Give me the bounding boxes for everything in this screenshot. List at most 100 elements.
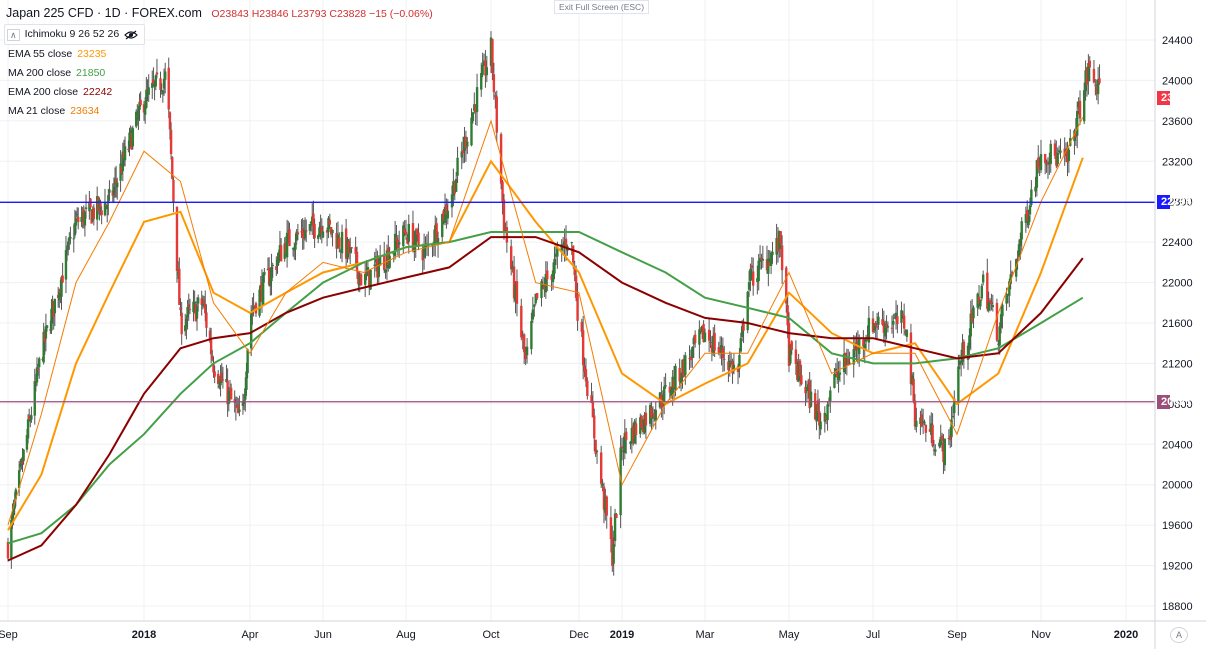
eye-hidden-icon[interactable] xyxy=(124,30,139,40)
candle-body xyxy=(757,260,760,282)
series-line-ema-200-close xyxy=(7,236,1084,562)
candle-body xyxy=(842,353,846,373)
x-tick-label: Jun xyxy=(314,629,332,641)
symbol-title[interactable]: Japan 225 CFD · 1D · FOREX.com xyxy=(6,6,202,20)
exit-fullscreen-button[interactable]: Exit Full Screen (ESC) xyxy=(554,0,650,14)
candle-body xyxy=(121,151,125,172)
candle-body xyxy=(318,227,321,237)
candle-body xyxy=(270,266,273,282)
candle-body xyxy=(336,234,340,249)
candle-body xyxy=(294,243,297,250)
y-tick-label: 20000 xyxy=(1162,480,1193,492)
candle-body xyxy=(790,341,793,351)
candle-body xyxy=(904,331,907,334)
candle-body xyxy=(350,247,353,249)
candle-body xyxy=(525,346,529,356)
candle-body xyxy=(678,367,681,382)
indicator-ema200[interactable]: EMA 200 close 22242 xyxy=(4,83,145,102)
auto-scale-button[interactable]: A xyxy=(1170,627,1188,643)
y-tick-label: 19600 xyxy=(1162,520,1193,532)
indicator-ichimoku[interactable]: ∧ Ichimoku 9 26 52 26 xyxy=(4,24,146,45)
candle-body xyxy=(369,269,372,290)
candle-body xyxy=(1053,143,1057,156)
candle-body xyxy=(60,277,63,297)
candle-body xyxy=(815,403,818,422)
candle-body xyxy=(612,544,615,564)
candle-body xyxy=(671,376,674,394)
indicator-ma21[interactable]: MA 21 close 23634 xyxy=(4,102,145,121)
y-tick-label: 21600 xyxy=(1162,318,1193,330)
collapse-legend-icon[interactable]: ∧ xyxy=(7,28,20,41)
ohlc-change: −15 (−0.06%) xyxy=(369,8,433,20)
candle-body xyxy=(186,306,189,318)
candle-body xyxy=(374,256,378,263)
candle-body xyxy=(417,232,420,247)
y-tick-label: 24000 xyxy=(1162,75,1193,87)
candle-body xyxy=(663,386,666,406)
candle-body xyxy=(896,316,899,325)
candle-body xyxy=(740,326,744,337)
candle-body xyxy=(727,361,730,371)
candle-body xyxy=(61,275,64,283)
candle-body xyxy=(363,273,367,285)
candle-body xyxy=(338,237,341,248)
candle-body xyxy=(674,365,677,390)
candle-body xyxy=(632,425,635,444)
candle-body xyxy=(961,342,964,362)
candle-body xyxy=(10,520,13,559)
candle-body xyxy=(64,250,68,280)
candle-body xyxy=(473,104,476,111)
candle-body xyxy=(339,250,342,252)
candle-body xyxy=(1034,186,1037,192)
candle-body xyxy=(900,310,903,323)
candle-body xyxy=(613,513,617,541)
candle-body xyxy=(19,464,22,467)
price-tag: 20821 xyxy=(1157,394,1192,409)
candle-body xyxy=(485,67,489,76)
candle-body xyxy=(229,387,233,400)
candle-body xyxy=(233,399,236,403)
candle-body xyxy=(688,358,691,360)
candle-body xyxy=(881,319,884,325)
candle-body xyxy=(269,278,272,287)
candle-body xyxy=(407,223,410,242)
candle-body xyxy=(590,395,593,403)
candle-body xyxy=(234,406,238,408)
candle-body xyxy=(464,136,468,149)
candle-body xyxy=(540,281,543,299)
candle-body xyxy=(171,157,174,179)
candle-body xyxy=(950,419,953,438)
candle-body xyxy=(263,271,266,276)
candle-body xyxy=(629,441,632,444)
candle-body xyxy=(346,239,349,258)
candle-body xyxy=(116,182,119,188)
x-tick-label: Dec xyxy=(569,629,589,641)
candle-body xyxy=(1066,148,1069,163)
candle-body xyxy=(1048,161,1051,165)
candle-body xyxy=(920,414,923,427)
candle-body xyxy=(873,323,876,331)
candle-body xyxy=(470,117,473,146)
candle-body xyxy=(388,255,391,268)
candle-body xyxy=(103,202,107,216)
candle-body xyxy=(296,232,300,235)
indicator-ema55[interactable]: EMA 55 close 23235 xyxy=(4,45,145,64)
candle-body xyxy=(940,435,944,441)
candle-body xyxy=(196,297,200,304)
candle-body xyxy=(794,349,798,365)
candle-body xyxy=(320,226,324,235)
candle-body xyxy=(594,439,597,454)
candle-body xyxy=(172,179,175,204)
candle-body xyxy=(651,416,655,419)
candle-body xyxy=(829,390,832,401)
candle-body xyxy=(573,266,576,276)
indicator-ma200[interactable]: MA 200 close 21850 xyxy=(4,64,145,83)
candle-body xyxy=(366,267,370,276)
candle-body xyxy=(574,275,578,298)
candle-body xyxy=(365,271,368,275)
candle-body xyxy=(1028,205,1032,215)
candle-body xyxy=(533,304,536,307)
candle-body xyxy=(480,72,483,90)
